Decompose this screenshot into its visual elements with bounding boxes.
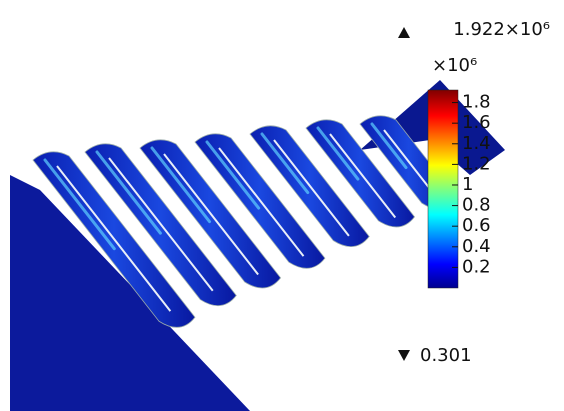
min-marker <box>398 350 410 361</box>
colorbar-tick-label: 1.8 <box>462 92 491 113</box>
page: 1.922×10⁶ ×10⁶ 0.301 0.20.40.60.811.21.4… <box>0 0 564 411</box>
colorbar-tick-label: 0.6 <box>462 215 491 236</box>
colorbar-tick-label: 0.4 <box>462 236 491 257</box>
colorbar-tick-label: 0.2 <box>462 256 491 277</box>
colorbar-tick-label: 1 <box>462 174 473 195</box>
colorbar-multiplier: ×10⁶ <box>432 55 477 76</box>
max-marker <box>398 27 410 38</box>
colorbar-tick-label: 0.8 <box>462 195 491 216</box>
colorbar-gradient <box>428 90 458 288</box>
colorbar-tick-label: 1.6 <box>462 112 491 133</box>
min-label: 0.301 <box>420 345 472 366</box>
colorbar-tick-label: 1.4 <box>462 133 491 154</box>
plot-view: 1.922×10⁶ ×10⁶ 0.301 0.20.40.60.811.21.4… <box>0 0 564 411</box>
max-label: 1.922×10⁶ <box>453 19 550 40</box>
colorbar-tick-label: 1.2 <box>462 153 491 174</box>
